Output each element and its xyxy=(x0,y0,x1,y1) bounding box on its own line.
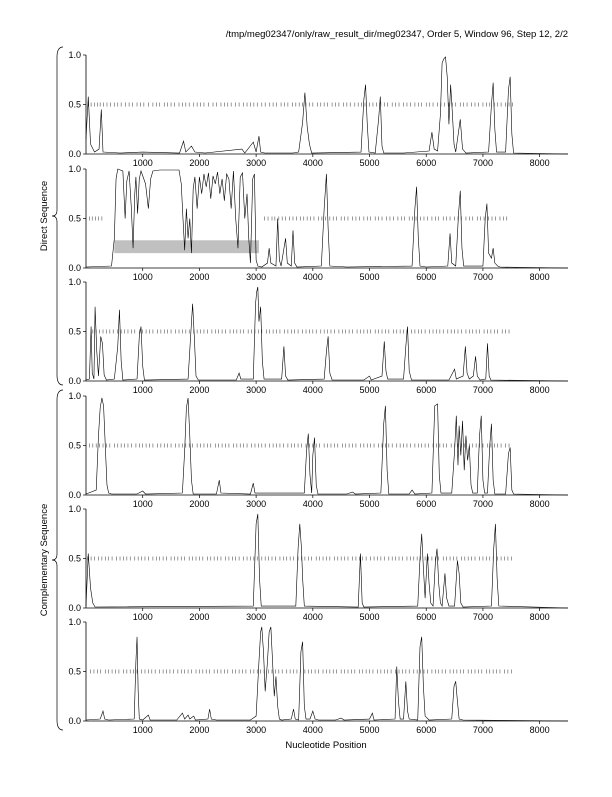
y-tick-label: 0.5 xyxy=(68,667,81,677)
brace-path xyxy=(51,389,64,731)
x-tick-label: 4000 xyxy=(303,385,323,395)
y-tick-label: 0.5 xyxy=(68,100,81,110)
x-tick-label: 2000 xyxy=(189,272,209,282)
x-tick-label: 7000 xyxy=(473,385,493,395)
series-line xyxy=(85,286,569,382)
x-tick-label: 5000 xyxy=(360,385,380,395)
x-tick-label: 3000 xyxy=(246,272,266,282)
x-tick-label: 3000 xyxy=(246,499,266,509)
x-tick-label: 7000 xyxy=(473,725,493,735)
x-tick-label: 6000 xyxy=(416,385,436,395)
y-tick-label: 1.0 xyxy=(68,164,81,174)
direct-sequence-brace xyxy=(51,46,64,386)
x-tick-label: 4000 xyxy=(303,499,323,509)
complementary-sequence-brace xyxy=(51,389,64,731)
x-tick-label: 4000 xyxy=(303,725,323,735)
panel-3: 0.0 0.5 1.0 1000 2000 3000 4000 5000 6000 7000 800… xyxy=(68,277,569,395)
x-tick-label: 2000 xyxy=(189,612,209,622)
x-tick-label: 3000 xyxy=(246,385,266,395)
series-line xyxy=(85,168,569,269)
y-tick-label: 0.0 xyxy=(68,716,81,726)
series-line xyxy=(85,397,569,496)
x-tick-label: 1000 xyxy=(133,158,153,168)
x-tick-label: 3000 xyxy=(246,612,266,622)
x-tick-label: 1000 xyxy=(133,272,153,282)
figure-title: /tmp/meg02347/only/raw_result_dir/meg023… xyxy=(226,29,568,40)
x-tick-label: 1000 xyxy=(133,499,153,509)
y-tick-label: 0.0 xyxy=(68,376,81,386)
y-tick-label: 0.0 xyxy=(68,263,81,273)
x-tick-label: 7000 xyxy=(473,272,493,282)
panel-6: 0.0 0.5 1.0 1000 2000 3000 4000 5000 6000 7000 800… xyxy=(68,617,569,735)
x-tick-label: 8000 xyxy=(530,272,550,282)
x-tick-label: 8000 xyxy=(530,499,550,509)
x-tick-label: 5000 xyxy=(360,272,380,282)
x-tick-label: 6000 xyxy=(416,499,436,509)
x-tick-label: 3000 xyxy=(246,158,266,168)
series-line xyxy=(85,513,569,609)
x-tick-label: 5000 xyxy=(360,158,380,168)
y-tick-label: 0.0 xyxy=(68,490,81,500)
panel-stack: 0.0 0.5 1.0 1000 2000 3000 4000 5000 6000 7000 800… xyxy=(68,50,569,735)
y-tick-label: 1.0 xyxy=(68,617,81,627)
x-axis-label: Nucleotide Position xyxy=(285,740,366,751)
x-tick-label: 7000 xyxy=(473,158,493,168)
x-tick-label: 2000 xyxy=(189,725,209,735)
x-tick-label: 2000 xyxy=(189,385,209,395)
x-tick-label: 2000 xyxy=(189,499,209,509)
x-tick-label: 6000 xyxy=(416,272,436,282)
x-tick-label: 8000 xyxy=(530,725,550,735)
series-line xyxy=(85,56,569,155)
x-tick-label: 1000 xyxy=(133,612,153,622)
x-tick-label: 6000 xyxy=(416,158,436,168)
x-tick-label: 7000 xyxy=(473,499,493,509)
x-tick-label: 4000 xyxy=(303,612,323,622)
y-tick-label: 0.0 xyxy=(68,603,81,613)
x-tick-label: 2000 xyxy=(189,158,209,168)
x-tick-label: 7000 xyxy=(473,612,493,622)
y-tick-label: 1.0 xyxy=(68,277,81,287)
x-tick-label: 5000 xyxy=(360,725,380,735)
x-tick-label: 1000 xyxy=(133,725,153,735)
x-tick-label: 8000 xyxy=(530,612,550,622)
direct-sequence-label: Direct Sequence xyxy=(39,181,50,251)
panel-4: 0.0 0.5 1.0 1000 2000 3000 4000 5000 6000 7000 800… xyxy=(68,391,569,509)
brace-path xyxy=(51,46,64,386)
y-tick-label: 0.5 xyxy=(68,441,81,451)
panel-5: 0.0 0.5 1.0 1000 2000 3000 4000 5000 6000 7000 800… xyxy=(68,504,569,622)
x-tick-label: 8000 xyxy=(530,158,550,168)
series-line xyxy=(85,626,569,722)
y-tick-label: 1.0 xyxy=(68,391,81,401)
y-tick-label: 0.5 xyxy=(68,214,81,224)
x-tick-label: 5000 xyxy=(360,499,380,509)
panel-1: 0.0 0.5 1.0 1000 2000 3000 4000 5000 6000 7000 800… xyxy=(68,50,569,168)
x-tick-label: 5000 xyxy=(360,612,380,622)
x-tick-label: 6000 xyxy=(416,612,436,622)
y-tick-label: 0.5 xyxy=(68,554,81,564)
complementary-sequence-label: Complementary Sequence xyxy=(39,504,50,616)
x-tick-label: 4000 xyxy=(303,158,323,168)
shaded-region-bar xyxy=(114,240,259,254)
x-tick-label: 3000 xyxy=(246,725,266,735)
x-tick-label: 1000 xyxy=(133,385,153,395)
x-tick-label: 4000 xyxy=(303,272,323,282)
x-tick-label: 6000 xyxy=(416,725,436,735)
panel-2: 0.0 0.5 1.0 1000 2000 3000 4000 5000 6000 7000 800… xyxy=(68,164,569,282)
x-tick-label: 8000 xyxy=(530,385,550,395)
y-tick-label: 0.0 xyxy=(68,149,81,159)
y-tick-label: 1.0 xyxy=(68,504,81,514)
y-tick-label: 0.5 xyxy=(68,327,81,337)
y-tick-label: 1.0 xyxy=(68,50,81,60)
